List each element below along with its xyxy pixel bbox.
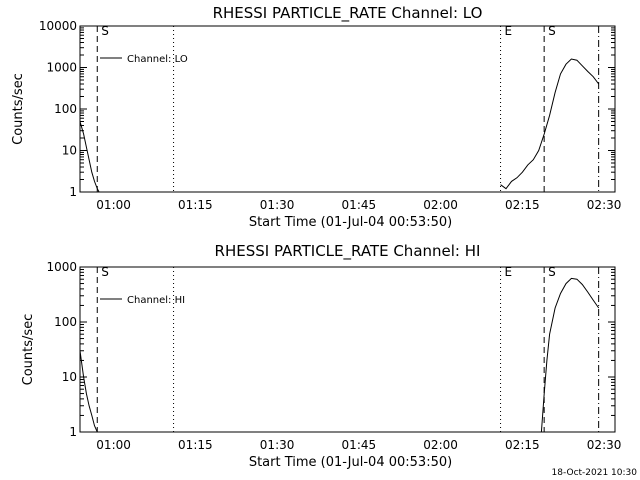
x-axis-label: Start Time (01-Jul-04 00:53:50) (249, 455, 452, 470)
series-line (540, 277, 600, 433)
x-tick-label: 01:45 (342, 438, 377, 452)
y-tick-label: 1 (69, 185, 77, 199)
legend-label: Channel: LO (127, 54, 188, 65)
event-marker-label: S (548, 265, 556, 279)
x-tick-label: 01:15 (178, 198, 213, 212)
footer-timestamp: 18-Oct-2021 10:30 (552, 468, 638, 478)
chart-panel-hi: RHESSI PARTICLE_RATE Channel: HI Start Ti… (21, 242, 621, 470)
x-tick-label: 01:15 (178, 438, 213, 452)
chart-title: RHESSI PARTICLE_RATE Channel: LO (213, 4, 483, 23)
chart-title: RHESSI PARTICLE_RATE Channel: HI (215, 242, 481, 261)
x-tick-label: 02:00 (423, 438, 458, 452)
y-tick-label: 10 (62, 144, 77, 158)
y-tick-label: 100 (54, 102, 77, 116)
event-marker-label: E (505, 24, 513, 38)
y-axis-label: Counts/sec (21, 314, 36, 386)
y-tick-label: 1000 (46, 61, 77, 75)
x-tick-label: 02:30 (587, 198, 622, 212)
x-tick-label: 02:15 (505, 438, 540, 452)
event-marker-label: S (101, 265, 109, 279)
event-marker-label: E (505, 265, 513, 279)
series-line (79, 121, 100, 193)
x-tick-label: 01:00 (96, 198, 131, 212)
x-tick-label: 02:15 (505, 198, 540, 212)
event-marker-label: S (548, 24, 556, 38)
y-tick-label: 10 (62, 370, 77, 384)
x-axis-label: Start Time (01-Jul-04 00:53:50) (249, 215, 452, 230)
x-tick-label: 02:00 (423, 198, 458, 212)
y-tick-label: 10000 (39, 19, 77, 33)
y-tick-label: 1 (69, 425, 77, 439)
plot-frame (79, 25, 616, 193)
y-tick-label: 100 (54, 315, 77, 329)
x-tick-label: 01:30 (260, 198, 295, 212)
series-line (500, 58, 600, 190)
x-tick-label: 01:45 (342, 198, 377, 212)
y-axis-label: Counts/sec (11, 73, 26, 145)
series-line (79, 350, 98, 433)
x-tick-label: 02:30 (587, 438, 622, 452)
legend-label: Channel: HI (127, 295, 185, 306)
event-marker-label: S (101, 24, 109, 38)
chart-panel-lo: RHESSI PARTICLE_RATE Channel: LO Start Ti… (11, 4, 621, 230)
x-tick-label: 01:00 (96, 438, 131, 452)
x-tick-label: 01:30 (260, 438, 295, 452)
y-tick-label: 1000 (46, 260, 77, 274)
plot-frame (79, 266, 616, 433)
